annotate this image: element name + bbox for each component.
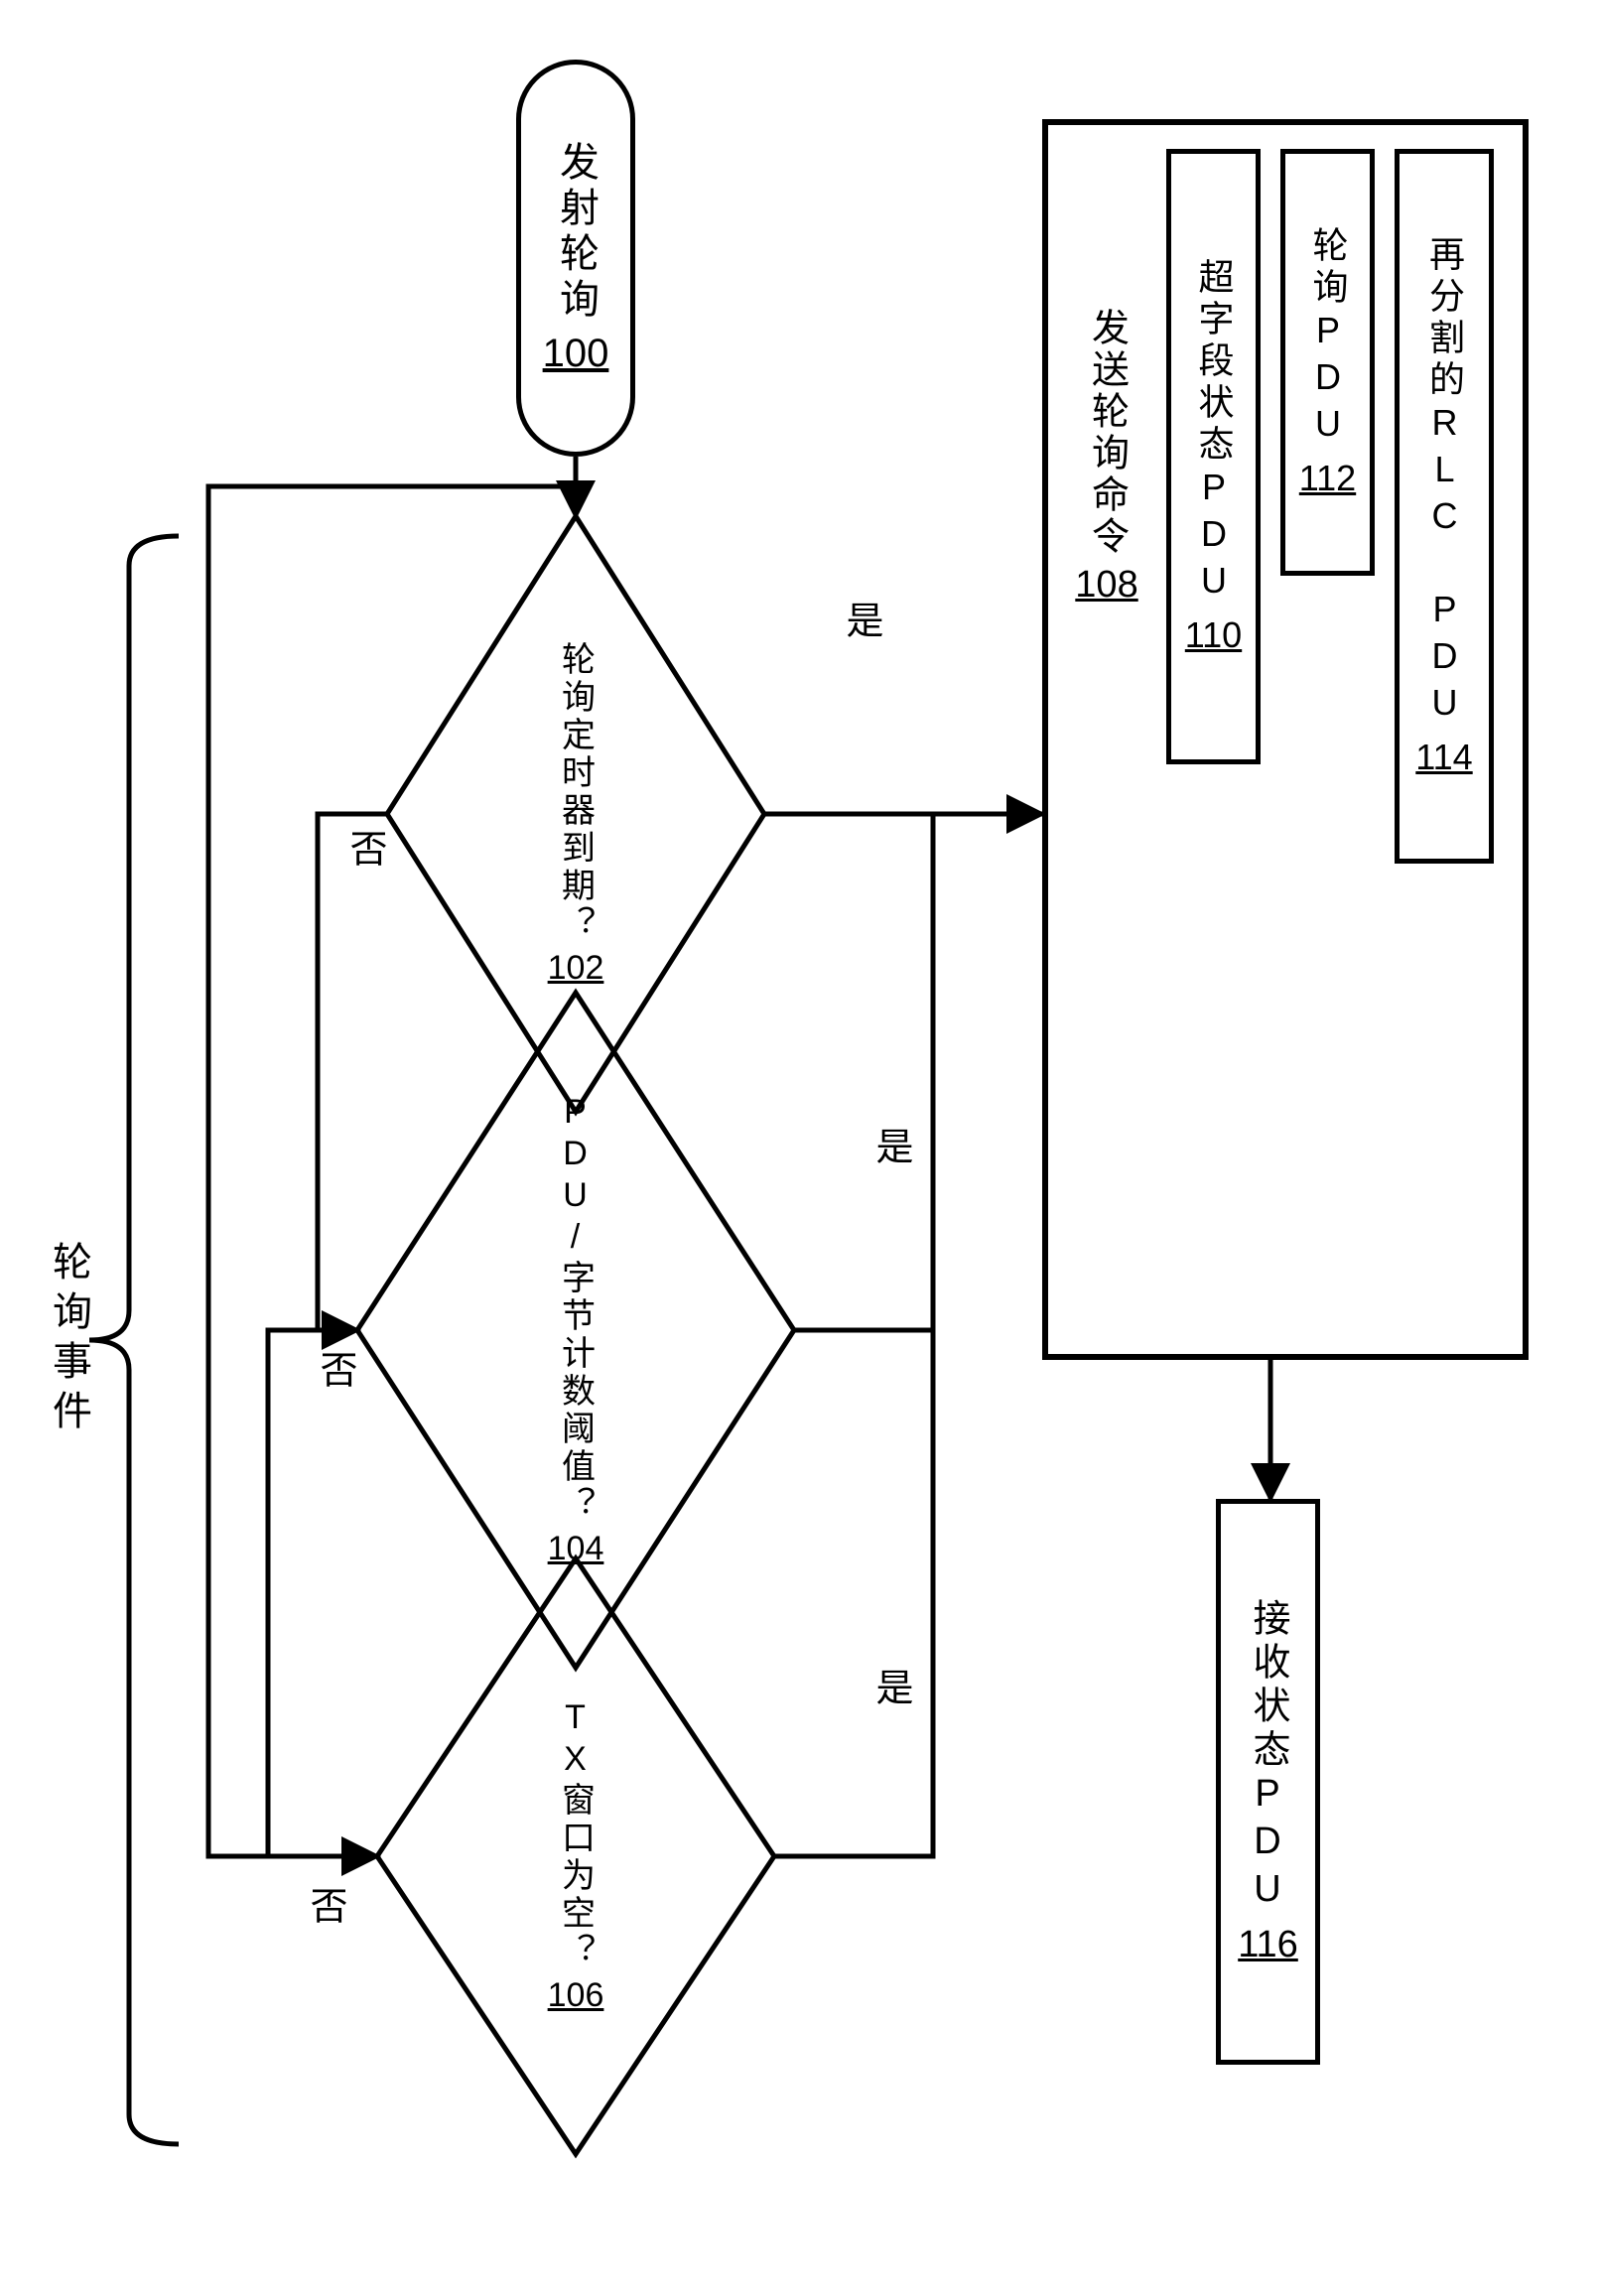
edge-label: 否 bbox=[308, 1350, 362, 1388]
p1-text: 超字段状态PDU bbox=[1188, 258, 1240, 607]
d1-text: 轮询定时器到期？ bbox=[552, 641, 600, 943]
d2-text: PDU/字节计数阈值？ bbox=[552, 1093, 600, 1524]
send-poll-title: 发送轮询命令 108 bbox=[1062, 189, 1151, 725]
precv-ref: 116 bbox=[1238, 1924, 1298, 1966]
decision-txwindow-label: TX窗口为空？ 106 bbox=[516, 1628, 635, 2085]
poll-events-label: 轮询事件 bbox=[40, 1241, 97, 1439]
precv-text: 接收状态PDU bbox=[1241, 1598, 1295, 1916]
decision-timer-label: 轮询定时器到期？ 102 bbox=[516, 576, 635, 1052]
side-label-text: 轮询事件 bbox=[47, 1241, 90, 1439]
edge-label: 是 bbox=[864, 1127, 918, 1164]
start-label: 发射轮询 bbox=[547, 141, 604, 324]
d3-text: TX窗口为空？ bbox=[552, 1698, 600, 1970]
process-poll-pdu: 轮询PDU 112 bbox=[1280, 149, 1375, 576]
edge-label: 否 bbox=[298, 1886, 352, 1924]
p3-ref: 114 bbox=[1415, 737, 1472, 778]
ptitle-ref: 108 bbox=[1075, 564, 1137, 607]
ptitle-text: 发送轮询命令 bbox=[1080, 308, 1134, 558]
start-ref: 100 bbox=[543, 332, 609, 376]
d1-ref: 102 bbox=[548, 949, 604, 988]
p1-ref: 110 bbox=[1185, 614, 1242, 656]
p3-text: 再分割的RLC PDU bbox=[1418, 235, 1470, 729]
p2-ref: 112 bbox=[1299, 458, 1356, 499]
d3-ref: 106 bbox=[548, 1976, 604, 2015]
decision-threshold-label: PDU/字节计数阈值？ 104 bbox=[506, 1052, 645, 1608]
edge-label: 是 bbox=[834, 601, 888, 638]
edge-label: 否 bbox=[337, 829, 392, 867]
curly-brace bbox=[89, 536, 179, 2144]
process-superfield-status-pdu: 超字段状态PDU 110 bbox=[1166, 149, 1261, 764]
p2-text: 轮询PDU bbox=[1302, 226, 1354, 450]
process-resegment-rlc-pdu: 再分割的RLC PDU 114 bbox=[1395, 149, 1494, 864]
process-receive-status-pdu: 接收状态PDU 116 bbox=[1216, 1499, 1320, 2065]
d2-ref: 104 bbox=[548, 1530, 604, 1568]
start-node: 发射轮询 100 bbox=[516, 60, 635, 457]
flowchart-canvas: 发射轮询 100 轮询定时器到期？ 102 PDU/字节计数阈值？ 104 TX… bbox=[0, 0, 1601, 2296]
edge-label: 是 bbox=[864, 1668, 918, 1705]
